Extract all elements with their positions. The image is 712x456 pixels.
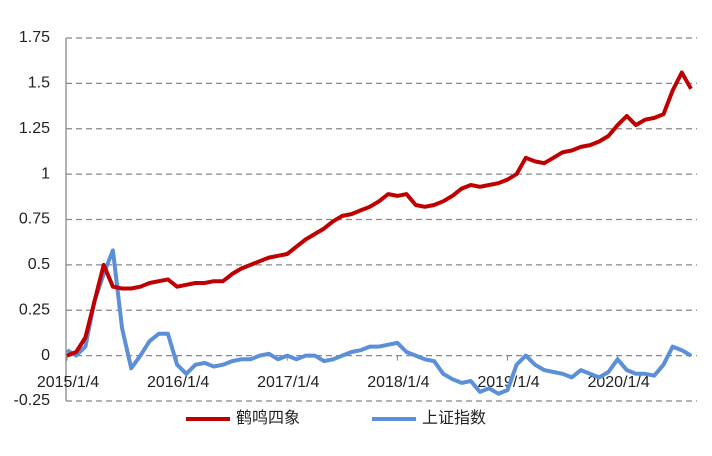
series-line [66,70,693,358]
y-tick-label: -0.25 [14,392,51,409]
x-tick-label: 2020/1/4 [587,374,649,391]
x-tick-label: 2017/1/4 [257,374,319,391]
y-tick-label: 0.25 [19,301,50,318]
legend-label: 鹤鸣四象 [236,409,300,427]
legend-label: 上证指数 [422,409,486,427]
y-tick-label: 0 [41,347,50,364]
y-tick-label: 0.5 [28,256,50,273]
y-tick-label: 0.75 [19,211,50,228]
x-tick-label: 2018/1/4 [367,374,429,391]
y-tick-label: 1.75 [19,29,50,46]
x-tick-label: 2016/1/4 [147,374,209,391]
x-tick-label: 2015/1/4 [37,374,99,391]
y-tick-label: 1.25 [19,120,50,137]
y-tick-label: 1 [41,165,50,182]
y-tick-label: 1.5 [28,75,50,92]
series-line [65,248,693,396]
